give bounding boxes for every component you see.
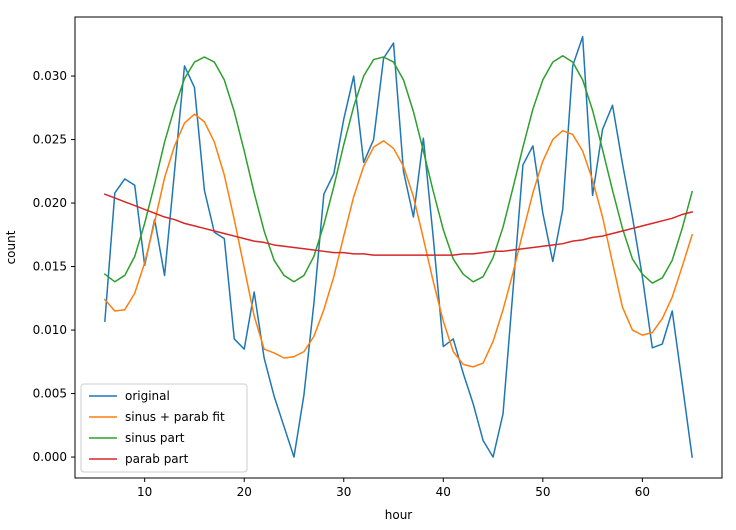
x-tick-label: 10 (137, 485, 152, 499)
y-tick-label: 0.025 (33, 133, 67, 147)
x-tick-label: 50 (535, 485, 550, 499)
x-axis: 10 20 30 40 50 60 (137, 478, 650, 499)
x-axis-label: hour (385, 508, 413, 522)
y-tick-label: 0.015 (33, 260, 67, 274)
x-tick-label: 30 (336, 485, 351, 499)
y-tick-label: 0.030 (33, 69, 67, 83)
y-tick-label: 0.020 (33, 196, 67, 210)
legend-box (80, 383, 248, 473)
series-line-2 (103, 54, 694, 284)
series-line-1 (103, 113, 694, 368)
x-tick-label: 60 (635, 485, 650, 499)
y-tick-label: 0.005 (33, 387, 67, 401)
y-tick-label: 0.010 (33, 323, 67, 337)
y-tick-label: 0.000 (33, 450, 67, 464)
legend-label: original (125, 389, 170, 403)
y-axis-label: count (4, 230, 18, 264)
series-line-3 (103, 193, 694, 256)
x-tick-label: 20 (237, 485, 252, 499)
legend-label: sinus part (125, 431, 185, 445)
x-tick-label: 40 (436, 485, 451, 499)
series-layer (103, 35, 694, 458)
plot-frame (74, 16, 723, 479)
legend-label: parab part (125, 452, 189, 466)
y-axis: 0.000 0.005 0.010 0.015 0.020 0.025 0.030 (33, 69, 75, 464)
legend-label: sinus + parab fit (125, 410, 225, 424)
legend: original sinus + parab fit sinus part parab… (80, 383, 248, 473)
